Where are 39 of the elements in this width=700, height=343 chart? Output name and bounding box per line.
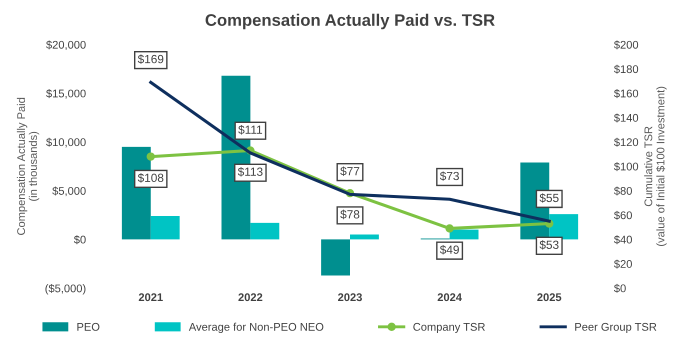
legend-label: Company TSR <box>413 322 485 333</box>
y2-tick-label: $0 <box>614 284 626 293</box>
x-tick-label: 2022 <box>238 293 262 302</box>
data-label: $108 <box>138 173 164 183</box>
y2-tick-label: $200 <box>614 40 638 50</box>
x-tick-label: 2024 <box>438 293 462 302</box>
y2-tick-label: $160 <box>614 89 638 98</box>
y-tick-label: $15,000 <box>46 89 86 99</box>
data-label: $55 <box>540 193 559 203</box>
y2-tick-label: $120 <box>614 138 638 147</box>
y2-tick-label: $180 <box>614 64 638 74</box>
legend-label: PEO <box>77 322 100 331</box>
chart-title: Compensation Actually Paid vs. TSR <box>206 14 495 30</box>
y2-tick-label: $60 <box>614 210 632 220</box>
y-tick-label: $10,000 <box>46 138 86 148</box>
data-label: $169 <box>138 54 164 64</box>
data-label: $53 <box>540 240 559 250</box>
x-tick-label: 2023 <box>338 293 362 302</box>
y2-tick-label: $40 <box>614 235 632 244</box>
y2-tick-label: $140 <box>614 113 638 122</box>
legend-label: Average for Non-PEO NEO <box>188 322 324 333</box>
data-label: $73 <box>440 171 459 181</box>
y-tick-label: $0 <box>74 235 86 244</box>
data-label: $77 <box>340 166 360 176</box>
x-tick-label: 2021 <box>138 293 163 302</box>
y-tick-label: $5,000 <box>52 186 86 196</box>
data-label: $49 <box>440 244 459 255</box>
y2-axis-title: Cumulative TSR (value of Initial $100 Investment) <box>644 86 667 246</box>
y-axis-title: Compensation Actually Paid (in thousands) <box>16 98 40 235</box>
data-label: $113 <box>238 167 263 177</box>
y-tick-label: $20,000 <box>46 40 86 50</box>
data-label: $111 <box>238 125 262 135</box>
legend-label: Peer Group TSR <box>575 322 656 333</box>
y2-tick-label: $20 <box>614 260 632 269</box>
y2-tick-label: $100 <box>614 162 638 172</box>
y-tick-label: ($5,000) <box>45 284 86 295</box>
y2-tick-label: $80 <box>614 186 632 196</box>
x-tick-label: 2025 <box>537 293 562 302</box>
data-label: $78 <box>340 210 360 220</box>
